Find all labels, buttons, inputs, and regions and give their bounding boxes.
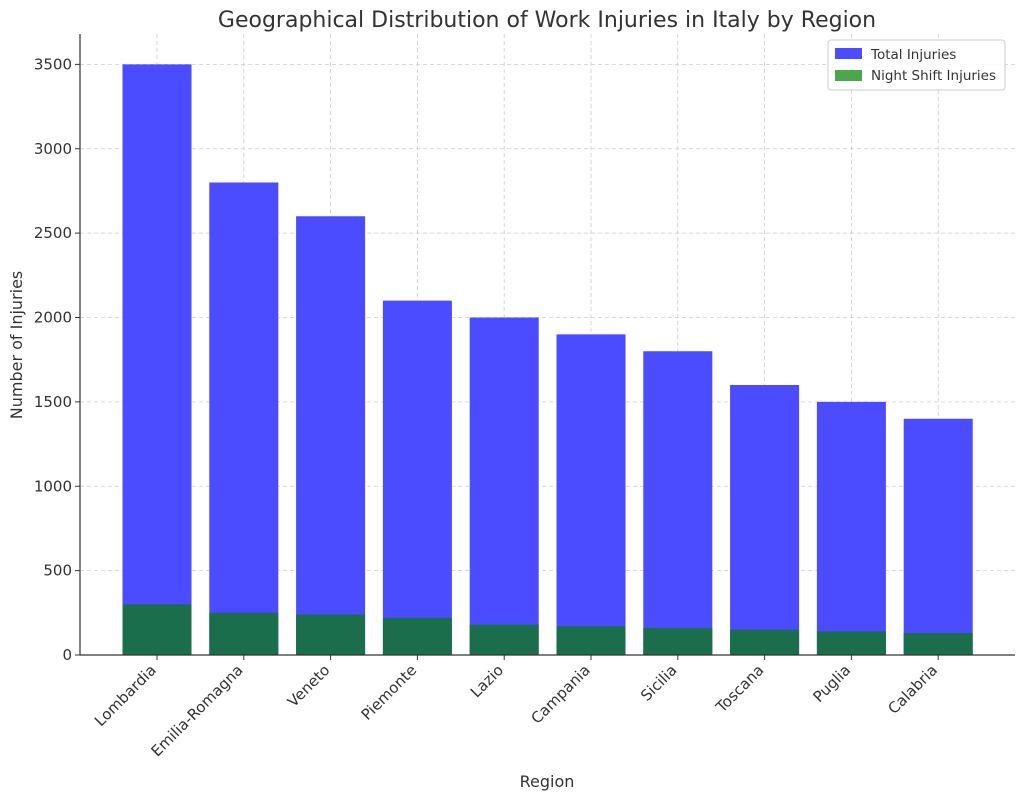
legend-label-night-shift: Night Shift Injuries xyxy=(871,68,996,84)
bar-night-shift-sicilia xyxy=(643,628,713,655)
y-tick-label: 3000 xyxy=(34,140,72,158)
x-tick-label: Piemonte xyxy=(358,661,421,724)
bar-night-shift-campania xyxy=(556,626,626,655)
y-tick-label: 3500 xyxy=(34,55,72,73)
bar-total-campania xyxy=(556,334,626,655)
x-tick-label: Campania xyxy=(527,661,593,727)
bar-total-toscana xyxy=(730,385,800,655)
chart-title: Geographical Distribution of Work Injuri… xyxy=(218,8,876,33)
y-tick-label: 1500 xyxy=(34,393,72,411)
x-tick-label: Puglia xyxy=(809,661,854,706)
x-tick-label: Lazio xyxy=(467,661,507,701)
y-tick-label: 1000 xyxy=(34,477,72,495)
legend-label-total: Total Injuries xyxy=(870,47,956,63)
bar-total-lombardia xyxy=(122,64,192,655)
legend-swatch-total xyxy=(835,48,862,59)
bar-night-shift-emilia-romagna xyxy=(209,612,279,655)
bar-night-shift-piemonte xyxy=(382,617,452,655)
legend-frame xyxy=(827,39,1006,91)
x-tick-label: Veneto xyxy=(284,661,334,711)
bar-night-shift-toscana xyxy=(730,629,800,655)
bar-total-veneto xyxy=(296,216,366,655)
y-tick-label: 2000 xyxy=(34,309,72,327)
bar-total-puglia xyxy=(816,401,886,655)
x-tick-label: Calabria xyxy=(884,661,941,718)
bar-night-shift-veneto xyxy=(296,614,366,655)
x-tick-label: Sicilia xyxy=(637,661,681,705)
bar-night-shift-lazio xyxy=(469,624,539,655)
axes-layer xyxy=(75,34,1015,660)
y-tick-label: 0 xyxy=(62,646,72,664)
bars-layer xyxy=(122,64,973,655)
bar-night-shift-lombardia xyxy=(122,604,192,655)
legend: Total Injuries Night Shift Injuries xyxy=(827,39,1006,91)
bar-night-shift-calabria xyxy=(903,633,973,655)
bar-total-sicilia xyxy=(643,351,713,655)
y-tick-label: 500 xyxy=(43,562,72,580)
y-tick-labels: 0 500 1000 1500 2000 2500 3000 3500 xyxy=(34,55,72,664)
x-axis-title: Region xyxy=(520,772,575,791)
y-tick-label: 2500 xyxy=(34,224,72,242)
bar-total-calabria xyxy=(903,418,973,655)
x-tick-label: Emilia-Romagna xyxy=(148,661,247,760)
x-tick-label: Lombardia xyxy=(91,661,160,730)
legend-swatch-night-shift xyxy=(835,70,862,81)
bar-total-emilia-romagna xyxy=(209,182,279,655)
bar-total-lazio xyxy=(469,317,539,655)
x-tick-label: Toscana xyxy=(712,661,768,717)
y-axis-title: Number of Injuries xyxy=(7,271,26,420)
bar-night-shift-puglia xyxy=(816,631,886,655)
bar-total-piemonte xyxy=(382,300,452,655)
